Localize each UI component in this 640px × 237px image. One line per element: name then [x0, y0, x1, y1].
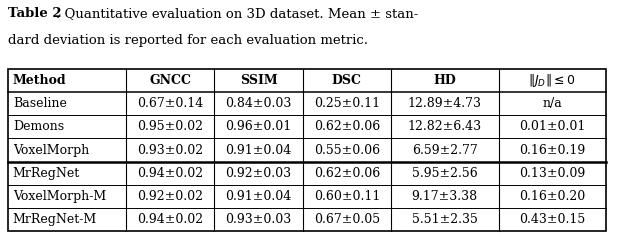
Text: 0.92±0.03: 0.92±0.03: [225, 167, 292, 180]
Text: 0.93±0.02: 0.93±0.02: [137, 144, 204, 156]
Text: 0.91±0.04: 0.91±0.04: [225, 144, 292, 156]
Text: . Quantitative evaluation on 3D dataset. Mean ± stan-: . Quantitative evaluation on 3D dataset.…: [56, 7, 419, 20]
Text: n/a: n/a: [543, 97, 562, 110]
Text: dard deviation is reported for each evaluation metric.: dard deviation is reported for each eval…: [8, 34, 367, 47]
Text: 6.59±2.77: 6.59±2.77: [412, 144, 477, 156]
Text: 0.67±0.14: 0.67±0.14: [137, 97, 204, 110]
Text: 0.92±0.02: 0.92±0.02: [137, 190, 204, 203]
Text: Baseline: Baseline: [13, 97, 67, 110]
Text: Method: Method: [13, 74, 67, 87]
Text: 0.94±0.02: 0.94±0.02: [137, 167, 204, 180]
Text: 0.95±0.02: 0.95±0.02: [137, 120, 204, 133]
Text: 9.17±3.38: 9.17±3.38: [412, 190, 478, 203]
Text: 5.95±2.56: 5.95±2.56: [412, 167, 477, 180]
Text: 0.93±0.03: 0.93±0.03: [225, 213, 292, 226]
Text: $\Vert J_D \Vert \leq 0$: $\Vert J_D \Vert \leq 0$: [529, 72, 576, 89]
Text: 0.96±0.01: 0.96±0.01: [225, 120, 292, 133]
Text: 0.13±0.09: 0.13±0.09: [519, 167, 586, 180]
Text: SSIM: SSIM: [240, 74, 277, 87]
Text: 0.91±0.04: 0.91±0.04: [225, 190, 292, 203]
Text: 0.62±0.06: 0.62±0.06: [314, 120, 380, 133]
Text: Table 2: Table 2: [8, 7, 61, 20]
Text: 0.55±0.06: 0.55±0.06: [314, 144, 380, 156]
Text: MrRegNet: MrRegNet: [13, 167, 80, 180]
Text: 12.82±6.43: 12.82±6.43: [408, 120, 482, 133]
Text: DSC: DSC: [332, 74, 362, 87]
Text: GNCC: GNCC: [149, 74, 191, 87]
Text: 0.43±0.15: 0.43±0.15: [519, 213, 586, 226]
Text: 0.16±0.20: 0.16±0.20: [519, 190, 586, 203]
Bar: [8, 69, 606, 231]
Text: VoxelMorph: VoxelMorph: [13, 144, 89, 156]
Text: Demons: Demons: [13, 120, 64, 133]
Text: 0.94±0.02: 0.94±0.02: [137, 213, 204, 226]
Text: HD: HD: [433, 74, 456, 87]
Text: 0.25±0.11: 0.25±0.11: [314, 97, 380, 110]
Text: VoxelMorph-M: VoxelMorph-M: [13, 190, 106, 203]
Text: 5.51±2.35: 5.51±2.35: [412, 213, 477, 226]
Text: 0.62±0.06: 0.62±0.06: [314, 167, 380, 180]
Text: MrRegNet-M: MrRegNet-M: [13, 213, 97, 226]
Text: 0.16±0.19: 0.16±0.19: [519, 144, 586, 156]
Text: 12.89±4.73: 12.89±4.73: [408, 97, 482, 110]
Text: 0.60±0.11: 0.60±0.11: [314, 190, 380, 203]
Text: 0.84±0.03: 0.84±0.03: [225, 97, 292, 110]
Text: 0.01±0.01: 0.01±0.01: [519, 120, 586, 133]
Text: 0.67±0.05: 0.67±0.05: [314, 213, 380, 226]
